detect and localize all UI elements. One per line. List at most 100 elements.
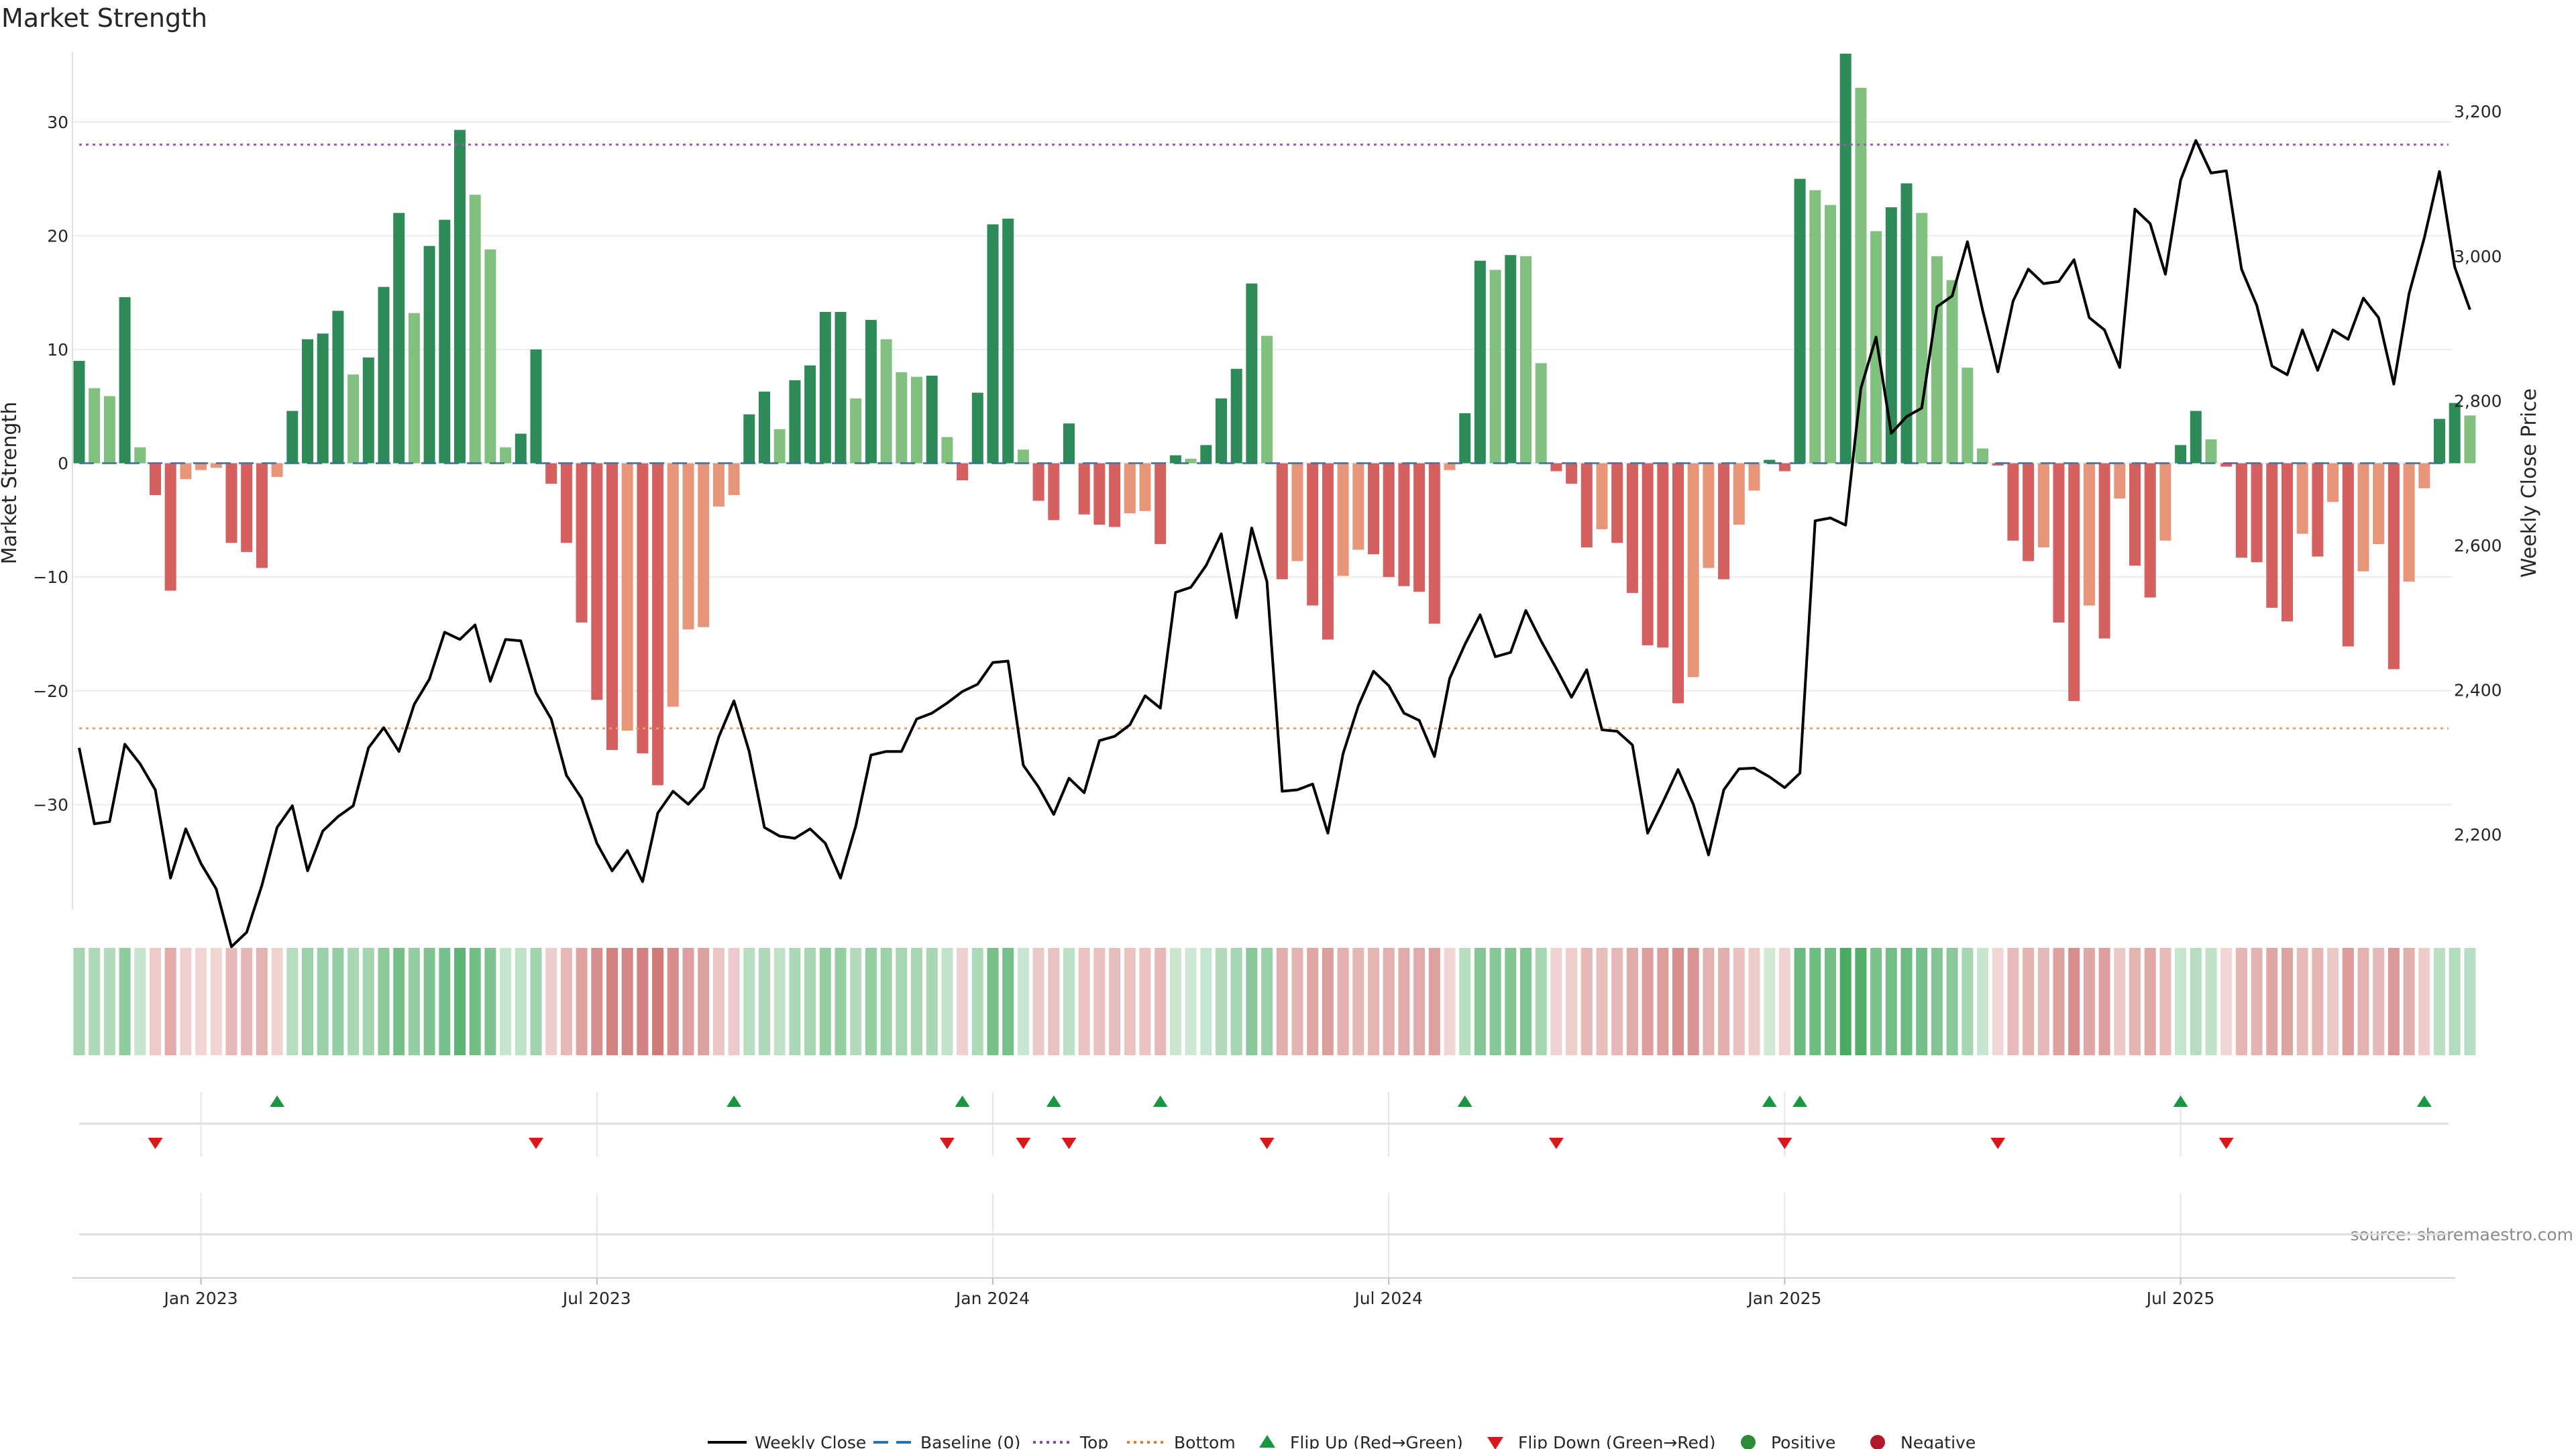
heat-cell [1109, 948, 1121, 1055]
strength-bar [2037, 463, 2049, 548]
timeline-axis: Jan 2023 Jul 2023 Jan 2024 Jul 2024 Jan 2025… [72, 1193, 2455, 1308]
heat-cell [2312, 948, 2324, 1055]
heat-cell [103, 948, 115, 1055]
strength-bar [2449, 402, 2461, 464]
heat-cell [865, 948, 877, 1055]
heat-cell [2037, 948, 2049, 1055]
x-tick-label: Jul 2023 [561, 1289, 631, 1308]
strength-bar [1580, 463, 1593, 548]
legend-label: Flip Down (Green→Red) [1518, 1433, 1716, 1449]
heat-cell [423, 948, 435, 1055]
strength-bar [1520, 256, 1532, 464]
heat-cell [1642, 948, 1654, 1055]
heat-cell [1352, 948, 1364, 1055]
flip-down-marker [939, 1138, 955, 1149]
heat-cell [1977, 948, 1988, 1055]
strength-bar [880, 339, 892, 464]
heat-cell [1291, 948, 1303, 1055]
heat-cell [1596, 948, 1608, 1055]
strength-bar [1885, 207, 1897, 464]
heat-cell [1185, 948, 1197, 1055]
strength-bar [759, 391, 770, 464]
heat-cell [271, 948, 283, 1055]
strength-bar [1550, 463, 1562, 472]
strength-bar [1596, 463, 1608, 529]
heat-cell [1017, 948, 1029, 1055]
y-tick-label: 0 [58, 454, 68, 474]
flip-down-marker [1061, 1138, 1077, 1149]
heat-cell [1916, 948, 1928, 1055]
strength-bar [1124, 463, 1136, 514]
heat-cell [195, 948, 207, 1055]
strength-bar [1109, 463, 1121, 527]
strength-bar [1657, 463, 1669, 648]
heat-cell [1855, 948, 1867, 1055]
heat-cell [302, 948, 313, 1055]
strength-bar [652, 463, 664, 786]
heat-cell [317, 948, 329, 1055]
strength-bar [1139, 463, 1151, 511]
heat-cell [1413, 948, 1426, 1055]
heat-cell [1398, 948, 1410, 1055]
flip-down-marker [529, 1138, 543, 1149]
heat-cell [332, 948, 344, 1055]
strength-bar [2023, 463, 2035, 561]
heat-cell [1626, 948, 1638, 1055]
strength-bar [1017, 449, 1029, 464]
strength-bar [667, 463, 679, 707]
strength-bar [1733, 463, 1745, 525]
strength-bar [2129, 463, 2141, 566]
heat-cell [2083, 948, 2095, 1055]
strength-bar [560, 463, 572, 543]
strength-bar [1703, 463, 1715, 568]
heat-cell [926, 948, 938, 1055]
strength-bar [789, 380, 801, 464]
strength-bar [1337, 463, 1349, 576]
strength-bar [271, 463, 283, 477]
heat-cell [1931, 948, 1943, 1055]
heat-cell [393, 948, 405, 1055]
flip-down-marker [1777, 1138, 1792, 1149]
heat-cell [2418, 948, 2430, 1055]
flip-up-marker [1152, 1095, 1168, 1107]
strength-bar [1566, 463, 1578, 484]
heat-cell [1155, 948, 1167, 1055]
heat-cell [667, 948, 679, 1055]
legend-label: Top [1079, 1433, 1108, 1449]
heat-cell [2098, 948, 2110, 1055]
heat-cell [2007, 948, 2019, 1055]
strength-bar [2175, 445, 2187, 464]
legend-label: Baseline (0) [920, 1433, 1020, 1449]
strength-bar [743, 414, 755, 464]
strength-bar [1048, 463, 1060, 521]
strength-bar [1962, 368, 1974, 464]
strength-bar [164, 463, 176, 591]
strength-bar [1900, 183, 1913, 464]
strength-bar [591, 463, 603, 700]
strength-bar [1642, 463, 1654, 645]
heat-cell [1764, 948, 1776, 1055]
strength-bar [1216, 398, 1227, 464]
heat-cell [500, 948, 512, 1055]
strength-bar [1383, 463, 1395, 578]
x-tick-label: Jan 2024 [955, 1289, 1030, 1308]
heat-cell [682, 948, 694, 1055]
flip-down-marker [1259, 1138, 1275, 1149]
legend-label: Bottom [1174, 1433, 1236, 1449]
heat-cell [1078, 948, 1090, 1055]
strength-bar [302, 339, 313, 464]
heat-cell [896, 948, 908, 1055]
heat-cell [1992, 948, 2004, 1055]
y-tick-label: −30 [33, 795, 68, 814]
strength-bar [1718, 463, 1730, 580]
strength-bar [1307, 463, 1319, 606]
weekly-close-line [78, 139, 2471, 949]
strength-bar [1368, 463, 1379, 555]
strength-bar [2418, 463, 2430, 488]
heat-cell [530, 948, 542, 1055]
strength-bar [1246, 283, 1258, 464]
heat-cell [1063, 948, 1075, 1055]
heat-cell [1261, 948, 1273, 1055]
strength-bar [2007, 463, 2019, 541]
